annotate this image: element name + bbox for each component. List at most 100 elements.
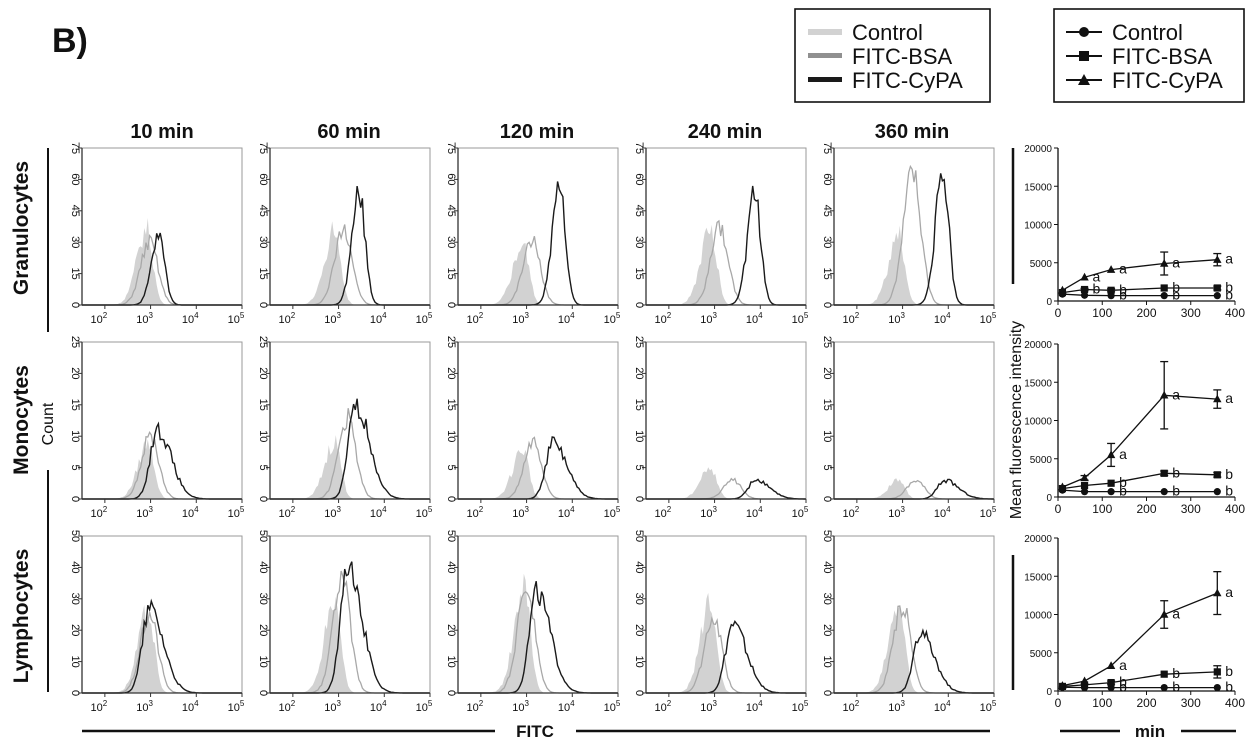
mfi-y-tick-label: 15000: [1024, 182, 1052, 193]
mfi-marker-bsa: [1160, 469, 1168, 477]
mfi-marker-cypa: [1058, 285, 1067, 294]
histogram-y-tick-label: 20: [821, 624, 833, 636]
mfi-legend: Control FITC-BSA FITC-CyPA: [1053, 8, 1245, 103]
histogram-y-tick-label: 0: [445, 302, 457, 308]
mfi-significance-label: a: [1119, 261, 1127, 277]
histogram-panel-frame: [457, 147, 619, 306]
histogram-panel-granulocytes-2: 0 15 30 45 60 75 102 103 104 105: [445, 142, 621, 326]
histogram-y-tick-label: 75: [445, 142, 457, 154]
mfi-y-tick-label: 20000: [1024, 340, 1052, 351]
mfi-legend-marker-bsa: [1079, 51, 1089, 61]
mfi-significance-label: b: [1225, 679, 1233, 695]
mfi-x-tick-label: 200: [1136, 306, 1156, 320]
histogram-y-tick-label: 15: [821, 399, 833, 411]
histogram-y-tick-label: 30: [821, 593, 833, 605]
mfi-marker-control: [1080, 291, 1089, 299]
cypa-histogram-line: [82, 598, 242, 694]
histogram-y-tick-label: 20: [821, 367, 833, 379]
histogram-panel-granulocytes-3: 0 15 30 45 60 75 102 103 104 105: [633, 142, 809, 326]
mfi-y-tick-label: 5000: [1030, 259, 1053, 270]
histogram-x-tick-label: 104: [746, 699, 763, 714]
mfi-x-tick-label: 0: [1055, 306, 1062, 320]
bsa-histogram-line: [834, 164, 994, 306]
histogram-y-tick-label: 10: [445, 430, 457, 442]
histogram-y-tick-label: 20: [633, 624, 645, 636]
histogram-x-tick-label: 102: [843, 505, 860, 520]
histogram-x-tick-label: 103: [324, 505, 341, 520]
histogram-x-tick-label: 104: [934, 505, 951, 520]
row-label-monocytes: Monocytes: [10, 365, 33, 475]
histogram-panel-frame: [81, 535, 243, 694]
histogram-y-tick-label: 15: [69, 399, 81, 411]
mfi-y-tick-label: 5000: [1030, 649, 1053, 660]
histogram-y-tick-label: 50: [445, 530, 457, 542]
histogram-legend: Control FITC-BSA FITC-CyPA: [794, 8, 991, 103]
histogram-y-tick-label: 60: [445, 173, 457, 185]
histogram-x-tick-label: 102: [655, 699, 672, 714]
mfi-significance-label: b: [1225, 663, 1233, 679]
mfi-significance-label: b: [1172, 287, 1180, 303]
histogram-y-tick-label: 15: [821, 267, 833, 279]
histogram-x-tick-label: 105: [792, 699, 809, 714]
histogram-x-tick-label: 105: [604, 699, 621, 714]
histogram-y-tick-label: 0: [69, 496, 81, 502]
histogram-x-tick-label: 102: [91, 311, 108, 326]
histogram-y-tick-label: 5: [821, 465, 833, 471]
control-histogram-fill: [646, 592, 806, 693]
mfi-y-axis-title: Mean fluorescence intensity: [1008, 321, 1025, 519]
histogram-y-tick-label: 60: [821, 173, 833, 185]
histogram-panel-frame: [645, 341, 807, 500]
mfi-marker-cypa: [1213, 394, 1222, 403]
mfi-marker-bsa: [1107, 286, 1115, 294]
legend-label-bsa: FITC-BSA: [852, 44, 953, 69]
histogram-y-tick-label: 60: [633, 173, 645, 185]
bsa-histogram-line: [82, 611, 242, 694]
mfi-significance-label: b: [1093, 281, 1101, 297]
histogram-x-tick-label: 103: [136, 311, 153, 326]
mfi-series-line-cypa: [1062, 394, 1218, 488]
legend-swatch-bsa: [808, 53, 842, 58]
histogram-y-tick-label: 45: [821, 205, 833, 217]
histogram-y-tick-label: 15: [633, 267, 645, 279]
mfi-marker-cypa: [1080, 473, 1089, 482]
histogram-x-tick-label: 102: [91, 699, 108, 714]
mfi-marker-cypa: [1213, 588, 1222, 597]
mfi-significance-label: b: [1225, 483, 1233, 499]
panel-label: B): [52, 22, 88, 60]
histogram-y-tick-label: 10: [257, 655, 269, 667]
histogram-x-tick-label: 102: [279, 699, 296, 714]
histogram-panel-monocytes-3: 0 5 10 15 20 25 102 103 104 105: [633, 336, 809, 520]
histogram-y-tick-label: 45: [633, 205, 645, 217]
histogram-x-tick-label: 104: [558, 699, 575, 714]
mfi-significance-label: b: [1119, 674, 1127, 690]
histogram-x-tick-label: 103: [700, 505, 717, 520]
histogram-x-tick-label: 104: [934, 699, 951, 714]
histogram-x-tick-label: 104: [370, 311, 387, 326]
histogram-y-tick-label: 60: [257, 173, 269, 185]
control-histogram-fill: [458, 243, 618, 305]
mfi-marker-bsa: [1213, 668, 1221, 676]
cypa-histogram-line: [270, 398, 430, 500]
mfi-marker-bsa: [1080, 681, 1089, 689]
mfi-x-axis-title: min: [1135, 722, 1165, 740]
histogram-x-tick-label: 105: [604, 311, 621, 326]
mfi-legend-marker-control: [1079, 27, 1089, 37]
histogram-y-tick-label: 50: [257, 530, 269, 542]
histogram-x-tick-label: 103: [512, 311, 529, 326]
mfi-x-tick-label: 100: [1092, 306, 1112, 320]
histogram-y-tick-label: 20: [69, 367, 81, 379]
mfi-marker-cypa: [1160, 610, 1169, 618]
histogram-y-tick-label: 25: [821, 336, 833, 348]
time-label-240min: 240 min: [688, 121, 762, 143]
bsa-histogram-line: [458, 590, 618, 694]
histogram-x-tick-label: 103: [136, 505, 153, 520]
mfi-significance-label: b: [1172, 483, 1180, 499]
mfi-y-tick-label: 10000: [1024, 417, 1052, 428]
histogram-y-tick-label: 30: [69, 593, 81, 605]
mfi-legend-label-cypa: FITC-CyPA: [1112, 68, 1223, 93]
time-label-360min: 360 min: [875, 121, 949, 143]
histogram-y-tick-label: 30: [633, 236, 645, 248]
mfi-marker-control: [1213, 488, 1221, 496]
